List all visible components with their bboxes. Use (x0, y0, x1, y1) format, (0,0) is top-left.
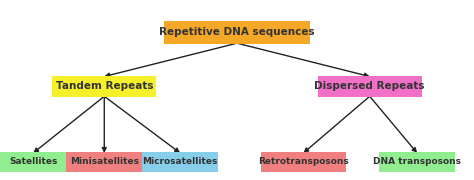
Text: Minisatellites: Minisatellites (70, 158, 139, 166)
FancyBboxPatch shape (164, 21, 310, 44)
Text: Satellites: Satellites (9, 158, 57, 166)
Text: DNA transposons: DNA transposons (373, 158, 461, 166)
FancyBboxPatch shape (66, 152, 142, 172)
FancyBboxPatch shape (261, 152, 346, 172)
Text: Microsatellites: Microsatellites (142, 158, 218, 166)
FancyBboxPatch shape (318, 76, 422, 97)
FancyBboxPatch shape (142, 152, 218, 172)
Text: Dispersed Repeats: Dispersed Repeats (314, 81, 425, 91)
Text: Retrotransposons: Retrotransposons (258, 158, 349, 166)
Text: Tandem Repeats: Tandem Repeats (55, 81, 153, 91)
FancyBboxPatch shape (379, 152, 455, 172)
Text: Repetitive DNA sequences: Repetitive DNA sequences (159, 27, 315, 37)
FancyBboxPatch shape (52, 76, 156, 97)
FancyBboxPatch shape (0, 152, 66, 172)
